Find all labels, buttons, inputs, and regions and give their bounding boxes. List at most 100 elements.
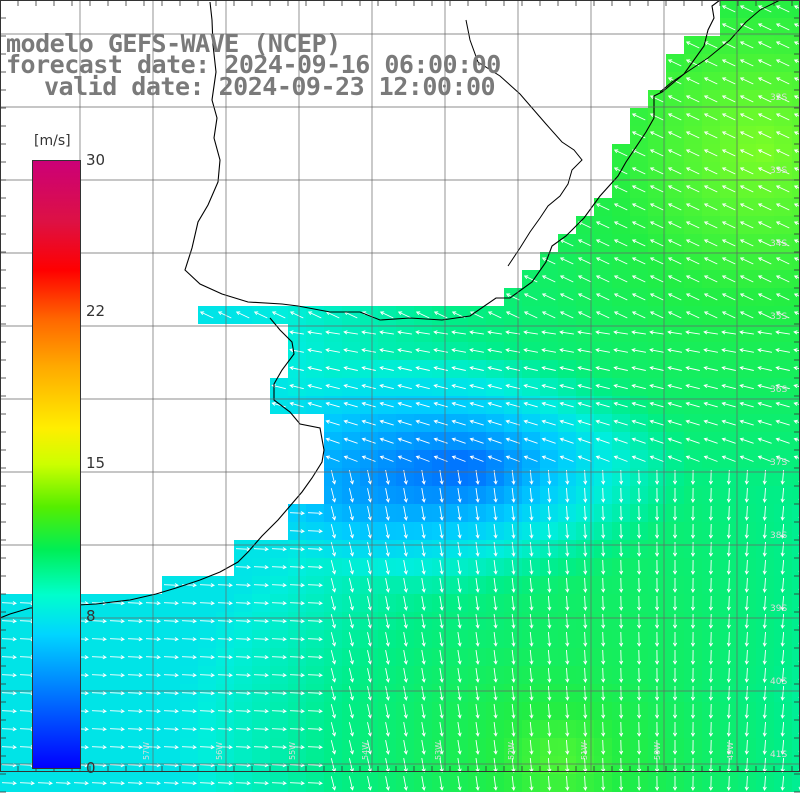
- wind-arrow: [649, 221, 664, 229]
- wind-arrow: [109, 673, 125, 678]
- wind-arrow: [469, 348, 484, 353]
- wind-arrow: [583, 577, 588, 593]
- wind-arrow: [637, 775, 642, 791]
- wind-arrow: [547, 559, 552, 575]
- wind-arrow: [685, 257, 700, 265]
- wind-arrow: [780, 775, 785, 791]
- wind-arrow: [307, 637, 323, 642]
- wind-arrow: [721, 41, 736, 49]
- wind-arrow: [601, 577, 606, 593]
- wind-arrow: [307, 511, 323, 516]
- wind-arrow: [547, 739, 552, 755]
- wind-arrow: [415, 330, 430, 335]
- wind-arrow: [367, 650, 372, 665]
- wind-arrow: [523, 455, 538, 462]
- wind-arrow: [379, 455, 394, 462]
- wind-arrow: [739, 383, 754, 390]
- wind-arrow: [271, 311, 286, 319]
- lat-label: 38S: [770, 531, 787, 541]
- wind-arrow: [529, 595, 534, 611]
- wind-arrow: [577, 221, 592, 229]
- wind-arrow: [348, 776, 354, 791]
- wind-arrow: [439, 650, 444, 665]
- wind-arrow: [559, 330, 574, 335]
- wind-arrow: [547, 505, 552, 521]
- wind-arrow: [775, 437, 790, 444]
- wind-arrow: [672, 704, 678, 719]
- wind-arrow: [493, 740, 498, 755]
- wind-arrow: [672, 542, 678, 557]
- wind-arrow: [330, 650, 337, 665]
- wind-arrow: [762, 631, 767, 647]
- wind-arrow: [667, 131, 682, 139]
- wind-arrow: [505, 366, 520, 371]
- wind-arrow: [667, 455, 682, 462]
- wind-arrow: [217, 709, 233, 714]
- wind-arrow: [330, 614, 337, 629]
- wind-arrow: [361, 401, 376, 408]
- wind-arrow: [762, 649, 767, 665]
- wind-arrow: [529, 631, 534, 647]
- wind-arrow: [690, 649, 695, 665]
- wind-arrow: [685, 113, 700, 121]
- wind-arrow: [457, 776, 462, 791]
- wind-cell: [792, 486, 800, 504]
- wind-arrow: [685, 149, 700, 157]
- wind-cell: [792, 648, 800, 666]
- wind-arrow: [726, 541, 731, 557]
- wind-arrow: [385, 740, 390, 755]
- wind-arrow: [541, 330, 556, 335]
- wind-arrow: [757, 419, 772, 426]
- colorbar-tick: 22: [86, 302, 106, 320]
- wind-arrow: [685, 401, 700, 408]
- wind-arrow: [601, 613, 606, 629]
- wind-arrow: [523, 275, 538, 283]
- wind-arrow: [667, 257, 682, 265]
- wind-arrow: [91, 673, 107, 678]
- wind-arrow: [505, 401, 520, 408]
- wind-arrow: [379, 419, 394, 426]
- wind-arrow: [649, 437, 664, 444]
- wind-arrow: [690, 541, 695, 557]
- wind-arrow: [793, 131, 800, 136]
- wind-arrow: [690, 631, 695, 647]
- wind-arrow: [367, 704, 372, 719]
- wind-arrow: [721, 311, 736, 319]
- wind-cell: [792, 738, 800, 756]
- wind-arrow: [613, 330, 628, 335]
- wind-arrow: [361, 330, 376, 335]
- wind-arrow: [703, 383, 718, 390]
- wind-arrow: [439, 722, 444, 737]
- wind-arrow: [367, 596, 372, 611]
- wind-arrow: [439, 506, 444, 521]
- wind-arrow: [775, 95, 790, 103]
- wind-arrow: [672, 686, 678, 701]
- wind-arrow: [475, 524, 480, 539]
- wind-arrow: [493, 668, 498, 683]
- wind-arrow: [127, 637, 143, 642]
- wind-arrow: [367, 578, 372, 593]
- wind-arrow: [583, 523, 588, 539]
- wind-arrow: [91, 727, 107, 732]
- wind-arrow: [703, 311, 718, 319]
- wind-arrow: [685, 203, 700, 211]
- wind-cell: [792, 252, 800, 270]
- wind-arrow: [726, 703, 731, 719]
- wind-arrow: [457, 614, 462, 629]
- wind-arrow: [703, 455, 718, 462]
- wind-arrow: [289, 348, 304, 353]
- wind-arrow: [667, 366, 682, 371]
- wind-arrow: [415, 401, 430, 408]
- uruguay-coastline: [184, 0, 721, 321]
- lon-label: 56W: [215, 742, 224, 760]
- wind-arrow: [307, 601, 323, 606]
- wind-arrow: [559, 437, 574, 444]
- wind-arrow: [726, 595, 731, 611]
- wind-arrow: [343, 383, 358, 390]
- wind-arrow: [433, 383, 448, 390]
- wind-arrow: [613, 437, 628, 444]
- wind-arrow: [439, 578, 444, 593]
- wind-arrow: [487, 455, 502, 462]
- wind-arrow: [457, 506, 462, 521]
- wind-arrow: [703, 275, 718, 283]
